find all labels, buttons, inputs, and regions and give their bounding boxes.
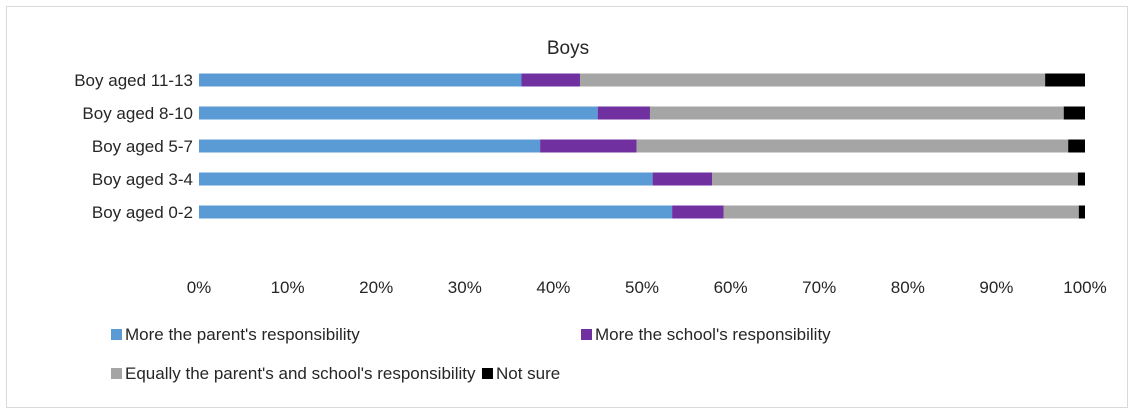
bar-segment	[199, 205, 673, 219]
bars-layer	[199, 73, 1085, 219]
bar-segment	[649, 106, 1064, 120]
x-tick-label: 30%	[448, 278, 482, 297]
legend: More the parent's responsibility More the…	[111, 325, 831, 383]
bar-segment	[1063, 106, 1085, 120]
bar-segment	[711, 172, 1078, 186]
bar-segment	[672, 205, 724, 219]
x-tick-label: 70%	[802, 278, 836, 297]
legend-item: Equally the parent's and school's respon…	[111, 364, 476, 383]
x-tick-label: 40%	[536, 278, 570, 297]
bar-segment	[540, 139, 637, 153]
legend-swatch	[111, 368, 122, 379]
category-label: Boy aged 11-13	[74, 71, 193, 90]
chart-frame: Boys Boy aged 11-13 Boy aged 8-10 Boy aged…	[6, 6, 1128, 408]
legend-swatch	[481, 368, 493, 379]
bar-segment	[199, 139, 541, 153]
bar-segment	[597, 106, 650, 120]
legend-item: Not sure	[481, 364, 560, 383]
x-tick-label: 10%	[271, 278, 305, 297]
x-tick-label: 0%	[187, 278, 212, 297]
x-tick-label: 60%	[714, 278, 748, 297]
bar-segment	[199, 106, 598, 120]
x-tick-label: 80%	[891, 278, 925, 297]
bar-segment	[1078, 205, 1085, 219]
bar-segment	[723, 205, 1079, 219]
legend-label: More the parent's responsibility	[125, 325, 360, 344]
legend-item: More the school's responsibility	[581, 325, 831, 344]
legend-swatch	[111, 329, 122, 340]
bar-segment	[1077, 172, 1085, 186]
x-axis: 0% 10% 20% 30% 40% 50% 60% 70% 80% 90% 100%	[187, 278, 1107, 297]
legend-label: More the school's responsibility	[595, 325, 831, 344]
x-tick-label: 20%	[359, 278, 393, 297]
x-tick-label: 100%	[1063, 278, 1106, 297]
category-label: Boy aged 3-4	[92, 170, 193, 189]
bar-segment	[652, 172, 712, 186]
bar-segment	[199, 172, 653, 186]
bar-segment	[636, 139, 1069, 153]
bar-segment	[1068, 139, 1085, 153]
category-labels: Boy aged 11-13 Boy aged 8-10 Boy aged 5-7 B…	[74, 71, 193, 222]
bar-segment	[1045, 73, 1085, 87]
legend-label: Not sure	[496, 364, 560, 383]
category-label: Boy aged 8-10	[82, 104, 193, 123]
legend-item: More the parent's responsibility	[111, 325, 360, 344]
legend-swatch	[581, 329, 592, 340]
bar-segment	[521, 73, 580, 87]
x-tick-label: 50%	[625, 278, 659, 297]
category-label: Boy aged 0-2	[92, 203, 193, 222]
bar-segment	[199, 73, 522, 87]
chart-title: Boys	[547, 38, 589, 59]
category-label: Boy aged 5-7	[92, 137, 193, 156]
x-tick-label: 90%	[979, 278, 1013, 297]
bar-segment	[579, 73, 1046, 87]
legend-label: Equally the parent's and school's respon…	[125, 364, 476, 383]
